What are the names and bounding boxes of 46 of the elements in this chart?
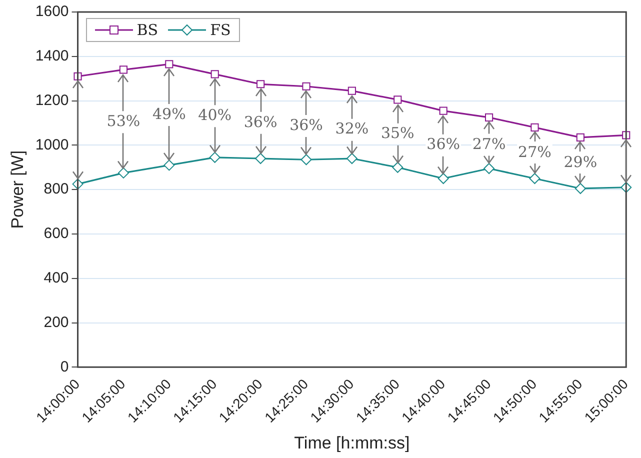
- point: [346, 153, 358, 164]
- y-tick-label: 200: [44, 314, 69, 331]
- point: [574, 182, 586, 194]
- annotation: 49%: [152, 105, 186, 124]
- point: [530, 123, 539, 132]
- annotation: 32%: [335, 120, 369, 138]
- annotation: 36%: [244, 112, 278, 131]
- point: [164, 160, 175, 171]
- point: [576, 133, 584, 142]
- point: [210, 70, 219, 78]
- y-tick-label: 600: [44, 225, 69, 242]
- point: [439, 106, 448, 115]
- point: [348, 86, 356, 95]
- point: [529, 172, 540, 184]
- legend-label: BS: [136, 21, 158, 39]
- point: [392, 162, 404, 173]
- y-tick-label: 1200: [35, 92, 69, 109]
- legend-label: FS: [210, 21, 231, 39]
- point: [209, 152, 220, 163]
- annotation: 40%: [198, 106, 232, 124]
- y-tick-label: 0: [60, 358, 69, 376]
- point: [484, 163, 495, 174]
- point: [255, 153, 266, 164]
- annotation: 53%: [106, 112, 140, 130]
- annotation: 36%: [426, 135, 460, 154]
- point: [394, 96, 402, 104]
- point: [256, 80, 265, 88]
- annotation: 36%: [290, 116, 323, 134]
- y-axis-title: Power [W]: [8, 150, 27, 229]
- point: [300, 154, 312, 166]
- y-tick-label: 400: [44, 270, 69, 287]
- annotation: 27%: [472, 135, 506, 154]
- annotation: 35%: [380, 124, 414, 142]
- point: [165, 60, 174, 68]
- point: [118, 167, 129, 178]
- y-tick-label: 1600: [35, 3, 69, 20]
- annotation: 27%: [518, 142, 552, 161]
- y-tick-label: 800: [44, 180, 69, 198]
- point: [302, 82, 310, 90]
- x-axis-title: Time [h:mm:ss]: [294, 433, 410, 452]
- point: [119, 66, 128, 74]
- point: [438, 172, 449, 184]
- y-tick-label: 1000: [35, 136, 69, 154]
- y-tick-label: 1400: [35, 48, 69, 65]
- annotation: 29%: [564, 152, 598, 171]
- point: [484, 113, 494, 122]
